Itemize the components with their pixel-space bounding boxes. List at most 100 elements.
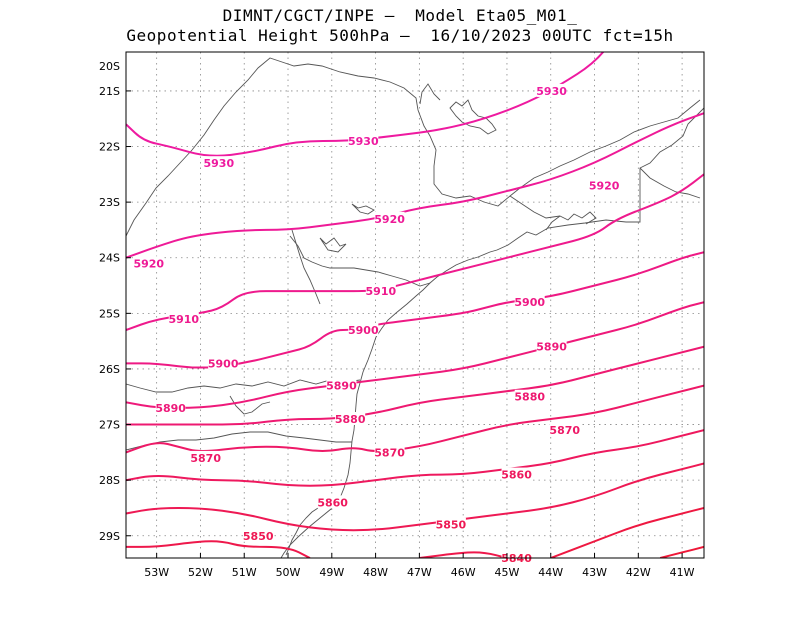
- lon-tick-label: 49W: [319, 566, 344, 579]
- lat-tick-label: 28S: [99, 474, 120, 487]
- state-border-pr-sp: [289, 235, 431, 287]
- contour-label-bg: [190, 450, 221, 464]
- contour-label-bg: [348, 323, 379, 337]
- contour-5920: [126, 112, 704, 259]
- contour-label: 5870: [190, 452, 221, 465]
- lon-tick-label: 53W: [144, 566, 169, 579]
- contour-label: 5900: [514, 296, 545, 309]
- lon-tick-label: 43W: [582, 566, 607, 579]
- contour-label-bg: [326, 378, 357, 392]
- lat-tick-label: 22S: [99, 141, 120, 154]
- contour-5880: [126, 345, 704, 426]
- contour-label-bg: [155, 400, 186, 414]
- lon-tick-label: 46W: [451, 566, 476, 579]
- contour-label-bg: [501, 467, 532, 481]
- state-border-pr-sc: [125, 379, 361, 393]
- longitude-labels: 53W 52W 51W 50W 49W 48W 47W 46W 45W 44W 43W 42W 41W: [144, 566, 694, 579]
- lon-tick-label: 42W: [626, 566, 651, 579]
- map-background: [126, 52, 704, 558]
- contour-label-bg: [374, 445, 405, 459]
- contour-5910: [126, 173, 704, 331]
- state-border-mg-rj: [509, 195, 561, 219]
- contour-label: 5920: [374, 213, 405, 226]
- contour-label-bg: [243, 528, 274, 542]
- lon-tick-label: 52W: [188, 566, 213, 579]
- contour-5840: [126, 540, 311, 558]
- lat-tick-label: 26S: [99, 363, 120, 376]
- contour-label-bg: [133, 256, 164, 270]
- contour-label-bg: [168, 311, 199, 325]
- lon-tick-label: 44W: [538, 566, 563, 579]
- contour-5840: [419, 551, 508, 558]
- state-border-ms-sp: [125, 57, 701, 237]
- contour-label: 5860: [501, 469, 532, 482]
- contour-label: 5920: [589, 179, 620, 192]
- contour-label: 5870: [549, 424, 580, 437]
- contour-label-bg: [435, 517, 466, 531]
- lon-tick-label: 45W: [495, 566, 520, 579]
- contour-5890: [126, 301, 704, 409]
- state-border-extra-1: [419, 83, 441, 105]
- contour-5850: [126, 462, 704, 532]
- lat-tick-label: 24S: [99, 252, 120, 265]
- state-border-mg-es: [639, 167, 701, 199]
- contour-label-bg: [514, 295, 545, 309]
- lagoa-dos-patos: [285, 507, 319, 556]
- contour-label: 5900: [208, 357, 239, 370]
- contour-label: 5870: [374, 446, 405, 459]
- contour-5820: [659, 545, 704, 558]
- grid-lines: [126, 52, 704, 558]
- contour-label-bg: [514, 389, 545, 403]
- contour-label-bg: [549, 423, 580, 437]
- contour-labels: 5930 5930 5930 5920 5920 5920 5910 5910 5900 5900…: [133, 83, 620, 565]
- contour-label: 5930: [348, 135, 379, 148]
- contour-label: 5850: [243, 530, 274, 543]
- lon-tick-label: 48W: [363, 566, 388, 579]
- latitude-labels: 20S 21S 22S 23S 24S 25S 26S 27S 28S 29S: [99, 60, 120, 543]
- contour-label: 5850: [436, 519, 467, 532]
- state-border-sc-rs: [125, 431, 352, 451]
- map-title-line-1: DIMNT/CGCT/INPE – Model Eta05_M01_: [222, 6, 578, 25]
- lat-tick-label: 21S: [99, 85, 120, 98]
- contour-label-bg: [348, 133, 379, 147]
- contour-label: 5890: [155, 402, 186, 415]
- contour-label: 5920: [133, 257, 164, 270]
- axis-ticks: [126, 90, 683, 558]
- contour-label: 5910: [366, 285, 397, 298]
- lon-tick-label: 50W: [276, 566, 301, 579]
- lat-tick-label: 27S: [99, 419, 120, 432]
- contour-label-bg: [203, 156, 234, 170]
- contour-label: 5880: [335, 413, 366, 426]
- contour-label-bg: [317, 495, 348, 509]
- map-frame: [125, 51, 705, 559]
- state-border-extra-2: [229, 395, 271, 415]
- contour-5900: [126, 251, 704, 369]
- lon-tick-label: 47W: [407, 566, 432, 579]
- contour-label-bg: [374, 211, 405, 225]
- contour-label-bg: [208, 356, 239, 370]
- reservoir-2: [351, 203, 375, 215]
- contour-label-bg: [335, 411, 366, 425]
- contour-label: 5900: [348, 324, 379, 337]
- contour-label: 5860: [317, 496, 348, 509]
- map-title-line-2: Geopotential Height 500hPa – 16/10/2023 …: [126, 26, 674, 45]
- atlantic-coastline: [280, 107, 705, 559]
- contour-label: 5880: [514, 391, 545, 404]
- contour-label-bg: [536, 339, 567, 353]
- contour-label: 5890: [326, 380, 357, 393]
- contour-label: 5890: [536, 341, 567, 354]
- lat-tick-label: 20S: [99, 60, 120, 73]
- lat-tick-label: 29S: [99, 530, 120, 543]
- lat-tick-label: 23S: [99, 196, 120, 209]
- contour-label-bg: [365, 284, 396, 298]
- lon-tick-label: 41W: [670, 566, 695, 579]
- reservoir-3: [319, 237, 347, 253]
- contour-label-bg: [536, 83, 567, 97]
- coastline-and-borders: [125, 57, 705, 559]
- contour-label: 5910: [168, 313, 199, 326]
- contour-5830: [550, 507, 704, 558]
- lon-tick-label: 51W: [232, 566, 257, 579]
- lat-tick-label: 25S: [99, 307, 120, 320]
- contour-label: 5930: [204, 157, 235, 170]
